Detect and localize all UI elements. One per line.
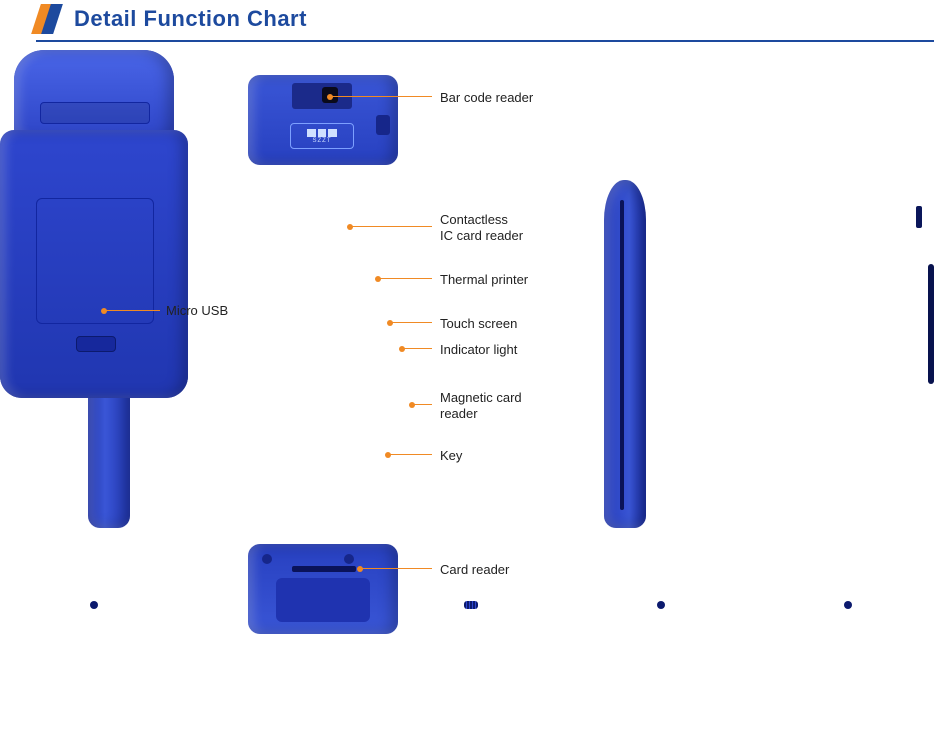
header-rule xyxy=(36,40,934,42)
page-title: Detail Function Chart xyxy=(74,6,307,32)
callout-line xyxy=(330,96,432,97)
callout-line xyxy=(378,278,432,279)
diagram-stage: SZZT SZZT 证通 功能▲ xyxy=(0,50,942,617)
callout-label-key: Key xyxy=(440,448,462,464)
callout-label-micro_usb: Micro USB xyxy=(166,303,228,319)
callout-line xyxy=(390,322,432,323)
callout-line xyxy=(388,454,432,455)
callout-label-indicator: Indicator light xyxy=(440,342,517,358)
callout-line xyxy=(350,226,432,227)
callout-line xyxy=(104,310,160,311)
callout-line xyxy=(360,568,432,569)
callout-label-bar_code: Bar code reader xyxy=(440,90,533,106)
callout-label-card_reader: Card reader xyxy=(440,562,509,578)
card-reader-slot xyxy=(292,566,356,572)
callout-label-touch: Touch screen xyxy=(440,316,517,332)
device-top-view: SZZT xyxy=(248,75,398,165)
header: Detail Function Chart xyxy=(0,0,942,34)
callout-line xyxy=(402,348,432,349)
logo-icon xyxy=(36,4,60,34)
device-right-side xyxy=(604,180,646,528)
callout-label-contactless: Contactless IC card reader xyxy=(440,212,523,245)
callout-label-magstripe: Magnetic card reader xyxy=(440,390,522,423)
callout-label-thermal: Thermal printer xyxy=(440,272,528,288)
indicator-light xyxy=(916,206,922,228)
device-badge: SZZT xyxy=(290,123,354,149)
magnetic-slot xyxy=(928,264,934,384)
callout-line xyxy=(412,404,432,405)
device-bottom-view xyxy=(248,544,398,634)
